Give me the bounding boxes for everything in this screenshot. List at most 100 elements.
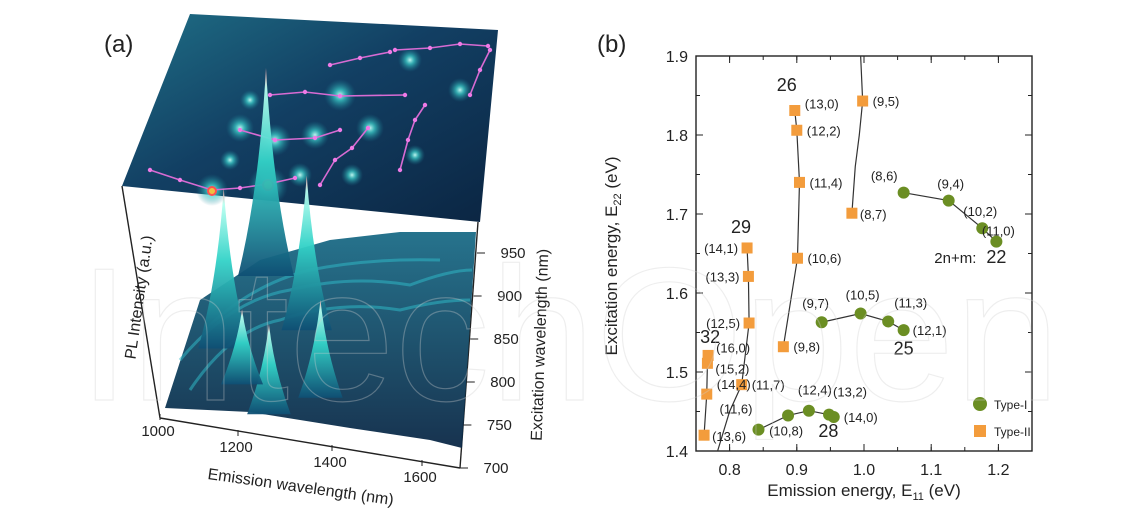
y-tick-label: 1.8: [666, 128, 688, 145]
surface-peak: [247, 324, 291, 415]
type-ii-point: [791, 124, 803, 136]
surface-peak: [221, 309, 264, 385]
x-axis-title-text: Emission energy, E: [767, 481, 912, 500]
map-spot: [448, 78, 472, 102]
map-spot: [220, 150, 240, 170]
z-axis-line: [121, 185, 161, 419]
x-axis-line: [159, 417, 461, 469]
trace-point: [237, 127, 243, 133]
point-label: (9,4): [937, 177, 964, 192]
map-spot: [240, 90, 260, 110]
trace-point: [427, 45, 433, 51]
map-spot: [288, 163, 312, 187]
point-label: (13,3): [705, 269, 739, 284]
trace-point: [312, 135, 318, 141]
point-label: (9,7): [802, 296, 829, 311]
trace-point: [357, 55, 363, 61]
family-trace: [239, 129, 341, 141]
trace-point: [237, 185, 243, 191]
trace-point: [365, 125, 371, 131]
panel-b-label: (b): [597, 31, 626, 58]
trace-point: [317, 182, 323, 188]
type-ii-point: [789, 105, 801, 117]
type-i-point: [976, 222, 989, 235]
family-line: [903, 192, 997, 243]
point-label: (12,1): [913, 323, 947, 338]
map-spot: [405, 145, 425, 165]
y-axis-title-text: Excitation energy, E: [602, 206, 621, 356]
type-ii-point: [701, 388, 713, 400]
point-label: (15,2): [715, 361, 749, 376]
type-i-point: [854, 307, 867, 320]
point-label: (13,6): [712, 429, 746, 444]
type-i-point: [815, 316, 828, 329]
point-label: (11,4): [809, 175, 842, 190]
family-prefix: 2n+m:: [934, 250, 976, 267]
x-tick-label: 1.2: [987, 462, 1009, 479]
y-tick-label: 1.6: [666, 286, 688, 303]
plot-frame: [695, 55, 1033, 452]
point-label: (14,0): [844, 410, 878, 425]
type-ii-point: [736, 379, 748, 391]
family-label: 22: [986, 247, 1006, 267]
x-tick-label: 0.9: [786, 462, 808, 479]
trace-point: [487, 47, 493, 53]
map-spot: [398, 48, 422, 72]
trace-point: [337, 127, 343, 133]
type-ii-point: [742, 270, 754, 282]
family-line: [716, 384, 743, 451]
trace-point: [327, 62, 333, 68]
y-axis-title-sub: 22: [612, 193, 624, 205]
point-label: (9,8): [793, 340, 820, 355]
trace-point: [457, 41, 463, 47]
trace-point: [292, 175, 298, 181]
trace-point: [387, 49, 393, 55]
y-tick-label: 900: [497, 288, 522, 305]
point-label: (13,0): [805, 97, 839, 112]
family-trace: [269, 91, 406, 97]
family-line: [851, 56, 864, 214]
type-i-point: [897, 324, 910, 337]
trace-point: [397, 167, 403, 173]
surface-peak: [281, 175, 332, 331]
y-axis-title: Excitation energy, E22 (eV): [602, 156, 624, 355]
point-label: (11,3): [894, 295, 927, 310]
point-label: (10,8): [769, 423, 803, 438]
point-label: (9,5): [873, 94, 900, 109]
type-i-point: [990, 235, 1003, 248]
type-ii-point: [791, 252, 803, 264]
point-label: (8,6): [871, 169, 898, 184]
x-tick-label: 1.1: [920, 462, 942, 479]
y-tick-label: 700: [483, 460, 508, 477]
trace-point: [402, 92, 408, 98]
point-label: (14,1): [704, 241, 738, 256]
trace-point: [302, 89, 308, 95]
x-axis-title-unit: (eV): [924, 481, 961, 500]
surface-peak: [298, 299, 343, 398]
type-ii-point: [698, 429, 710, 441]
family-label: 29: [731, 217, 751, 237]
y-axis-title-unit: (eV): [602, 156, 621, 193]
type-ii-point: [793, 176, 805, 188]
type-i-point: [882, 315, 895, 328]
y-axis-title: Excitation wavelength (nm): [529, 249, 553, 442]
type-ii-point: [777, 341, 789, 353]
trace-point: [485, 43, 491, 49]
family-line: [821, 312, 904, 331]
map-spot: [301, 121, 329, 149]
point-label: (14,4): [717, 377, 751, 392]
trace-point: [177, 177, 183, 183]
trace-point: [477, 67, 483, 73]
point-label: (8,7): [860, 207, 887, 222]
trace-point: [405, 137, 411, 143]
family-trace: [394, 43, 489, 51]
x-axis-title-sub: 11: [912, 491, 923, 503]
map-spot: [341, 164, 363, 186]
type-i-point: [897, 186, 910, 199]
trace-point: [332, 157, 338, 163]
y-tick-label: 1.4: [666, 444, 688, 461]
trace-point: [467, 92, 473, 98]
y-tick-label: 800: [490, 374, 515, 391]
